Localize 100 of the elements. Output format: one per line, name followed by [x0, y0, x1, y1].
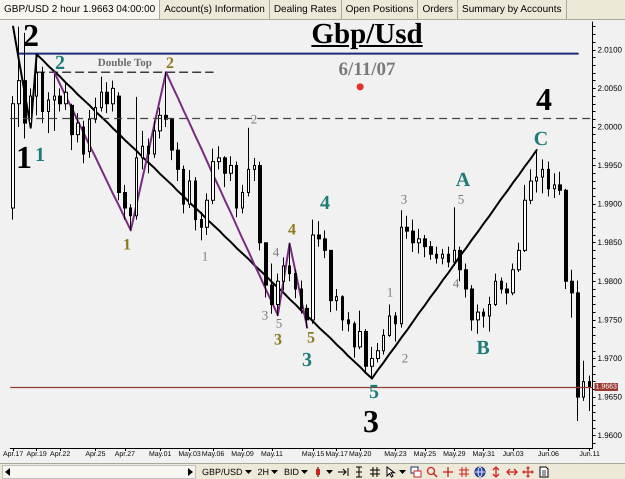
annotation: 3: [262, 308, 268, 322]
candlestick: [435, 246, 438, 264]
candlestick: [176, 142, 180, 182]
candlestick: [282, 256, 285, 292]
annotation: 2: [55, 52, 65, 74]
text: Dealing Rates: [270, 0, 342, 19]
candlestick: [341, 294, 344, 332]
candlestick: [211, 148, 215, 205]
y-tick-label: 1.9750: [598, 315, 623, 324]
candlestick: [405, 215, 409, 240]
annotation: 2: [23, 17, 39, 53]
candlestick: [305, 304, 309, 328]
candlestick: [376, 342, 380, 363]
candlestick: [570, 269, 574, 318]
candlestick: [205, 192, 209, 236]
candlestick: [500, 276, 503, 294]
candlestick: [223, 156, 227, 188]
candlestick: [258, 161, 262, 251]
candlestick: [347, 312, 350, 332]
candlestick: [558, 171, 562, 196]
candlestick: [576, 280, 580, 422]
annotation: 5: [458, 192, 464, 206]
candlestick: [311, 219, 315, 324]
candlestick: [294, 269, 297, 299]
candlestick: [353, 320, 356, 358]
candlestick: [194, 176, 197, 231]
candlestick: [382, 328, 385, 356]
candlestick: [88, 109, 91, 158]
candlestick: [100, 76, 103, 112]
annotation: 2: [166, 55, 174, 72]
candlestick: [11, 96, 15, 220]
candlestick: [53, 74, 56, 132]
candlestick: [23, 32, 27, 140]
candlestick: [553, 172, 556, 198]
candlestick: [564, 188, 568, 290]
candlestick: [58, 88, 62, 112]
candlestick: [270, 263, 274, 314]
candlestick: [276, 273, 280, 317]
candlestick: [182, 165, 185, 214]
annotation: 4: [452, 276, 460, 290]
y-tick-label: 2.0000: [598, 122, 623, 132]
candlestick: [288, 242, 291, 282]
chart-title: Gbp/Usd: [311, 18, 423, 50]
candlestick: [505, 282, 509, 305]
candlestick: [364, 328, 368, 374]
candlestick: [117, 92, 121, 201]
candlestick: [523, 184, 527, 252]
candlestick: [247, 127, 250, 197]
candlestick: [300, 280, 303, 314]
y-tick-label: 1.9650: [598, 392, 623, 402]
candlestick: [429, 240, 433, 260]
candlestick: [453, 206, 456, 266]
annotation: 3: [302, 349, 312, 371]
candlestick: [394, 312, 397, 342]
annotation: 1: [386, 284, 394, 300]
candlestick: [441, 248, 444, 265]
candlestick: [482, 308, 485, 328]
candlestick: [488, 296, 491, 332]
y-tick-label: 1.9700: [598, 354, 623, 363]
annotation: 1: [202, 248, 208, 264]
candlestick: [217, 146, 221, 170]
candlestick: [388, 304, 391, 338]
candlestick: [94, 97, 97, 124]
candlestick: [582, 360, 585, 402]
text: Summary by Accounts: [458, 0, 567, 19]
candlestick: [153, 120, 156, 158]
annotation: 1: [35, 144, 45, 166]
candlestick: [476, 304, 480, 334]
candlestick: [494, 273, 497, 306]
y-tick-label: 1.9600: [598, 431, 623, 440]
candlestick: [76, 112, 80, 143]
candlestick: [470, 284, 474, 332]
annotation: 4: [272, 244, 280, 260]
candlestick: [529, 168, 533, 205]
candlestick: [335, 288, 338, 312]
candlestick: [135, 96, 138, 220]
annotation: B: [476, 337, 490, 359]
text: Account(s) Information: [160, 0, 270, 19]
candlestick: [158, 107, 162, 140]
annotation: 2: [402, 350, 408, 366]
annotation: 4: [288, 222, 296, 238]
candlestick: [70, 103, 74, 151]
text: 2H: [258, 466, 270, 478]
series-label: Double Top: [98, 57, 152, 70]
text: GBP/USD: [202, 466, 243, 478]
y-tick-label: 1.9850: [598, 238, 623, 248]
text: Open Positions: [342, 0, 418, 19]
candlestick: [541, 158, 544, 194]
candlestick: [253, 157, 256, 182]
annotation: 2: [250, 112, 258, 126]
candlestick: [400, 210, 403, 328]
annotation: 5: [276, 316, 282, 330]
annotation: 4: [536, 81, 552, 117]
candlestick: [170, 117, 174, 161]
candlestick: [317, 220, 321, 248]
y-tick-label: 1.9800: [598, 276, 623, 286]
candlestick: [329, 250, 333, 313]
annotation: 3: [274, 332, 282, 348]
candlestick: [82, 120, 85, 164]
candlestick: [235, 161, 238, 218]
